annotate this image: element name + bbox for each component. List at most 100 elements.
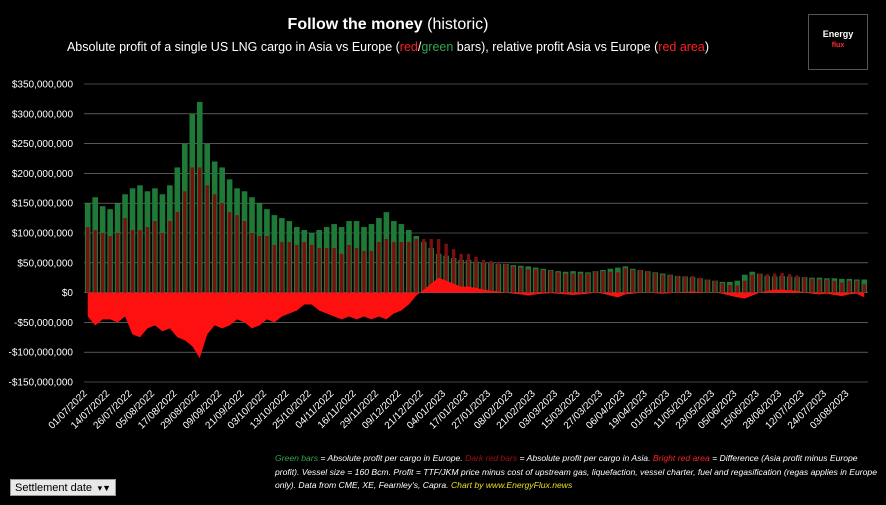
bar (840, 282, 844, 293)
bar (690, 275, 695, 293)
bar (750, 274, 754, 293)
bar (810, 278, 814, 293)
text-segment: red area (658, 40, 705, 54)
bar (713, 280, 717, 293)
text-segment: (historic) (422, 16, 489, 33)
bar (466, 253, 471, 293)
bar (593, 271, 598, 293)
bar (160, 233, 165, 293)
bar (354, 247, 359, 293)
bar (728, 284, 732, 293)
bar (175, 212, 180, 293)
bar (168, 221, 172, 293)
bar (683, 275, 687, 293)
bar (242, 221, 247, 293)
bar (511, 266, 516, 293)
y-tick-label: $100,000,000 (12, 229, 74, 240)
y-tick-label: $250,000,000 (12, 139, 74, 150)
bar (108, 235, 112, 293)
bar (302, 241, 306, 293)
chart-title: Follow the money (historic) (0, 16, 776, 34)
bar (145, 227, 150, 293)
bar (772, 273, 777, 293)
text-segment: red (399, 40, 418, 54)
bar (436, 238, 441, 293)
bar (272, 244, 277, 293)
bar (832, 280, 837, 293)
y-tick-label: $300,000,000 (12, 109, 74, 120)
bar (295, 244, 299, 293)
bar (780, 272, 784, 293)
bar (586, 273, 590, 293)
y-tick-label: -$150,000,000 (8, 378, 73, 389)
chart-subtitle: Absolute profit of a single US LNG cargo… (0, 40, 776, 54)
bar (392, 241, 396, 293)
text-segment: Follow the money (287, 16, 423, 33)
bar (660, 274, 665, 293)
bar (548, 270, 553, 293)
bar (563, 273, 568, 293)
bar (608, 271, 613, 293)
bar (698, 277, 702, 293)
bar (324, 247, 329, 293)
bar (93, 230, 97, 293)
bar (100, 233, 105, 293)
text-segment: green (421, 40, 454, 54)
logo: Energy flux (808, 14, 868, 70)
bar (369, 250, 374, 293)
bar (138, 230, 142, 293)
y-tick-label: -$50,000,000 (14, 318, 73, 329)
bar (504, 263, 508, 293)
bar (287, 241, 292, 293)
bar (422, 238, 426, 293)
bar (705, 279, 710, 293)
text-segment: Absolute profit of a single US LNG cargo… (66, 40, 400, 54)
bar (825, 279, 829, 293)
bar (571, 273, 575, 293)
bar (646, 271, 650, 293)
y-tick-label: $200,000,000 (12, 169, 74, 180)
bar (743, 280, 747, 293)
bar (190, 167, 194, 293)
bar (265, 235, 269, 293)
y-tick-label: $350,000,000 (12, 80, 74, 91)
bar (862, 284, 866, 293)
y-tick-label: $0 (62, 288, 74, 299)
bar (758, 273, 762, 293)
text-segment: / (417, 40, 422, 54)
text-segment: = Absolute profit per cargo in Europe. (318, 453, 466, 463)
bar (601, 271, 605, 293)
text-segment: Green bars (275, 453, 318, 463)
bar (347, 244, 351, 293)
bar (235, 215, 239, 293)
dropdown-icon: ▾▼ (97, 483, 111, 493)
bar (399, 241, 404, 293)
bar (414, 238, 418, 293)
text-segment: Bright red area (652, 453, 710, 463)
bar (534, 269, 538, 293)
bar (638, 269, 642, 293)
bar (444, 243, 448, 293)
bar (653, 272, 657, 293)
bar (541, 269, 545, 293)
bar (451, 249, 456, 293)
bar (183, 191, 187, 293)
bar (616, 272, 620, 293)
bar (787, 274, 792, 293)
bar (817, 279, 822, 293)
bar (205, 185, 209, 293)
bar (384, 238, 389, 293)
text-segment: = Difference (Asia profit minus Europe p… (275, 453, 877, 490)
filter-button[interactable]: Settlement date ▾▼ (10, 479, 116, 496)
bar (720, 283, 725, 293)
bar (317, 247, 321, 293)
bar (198, 167, 202, 293)
text-segment: Dark red bars (465, 453, 518, 463)
bar (332, 247, 336, 293)
bar (280, 241, 284, 293)
bar (526, 269, 530, 293)
bar (802, 277, 807, 293)
text-segment: Chart by www.EnergyFlux.news (450, 480, 573, 490)
